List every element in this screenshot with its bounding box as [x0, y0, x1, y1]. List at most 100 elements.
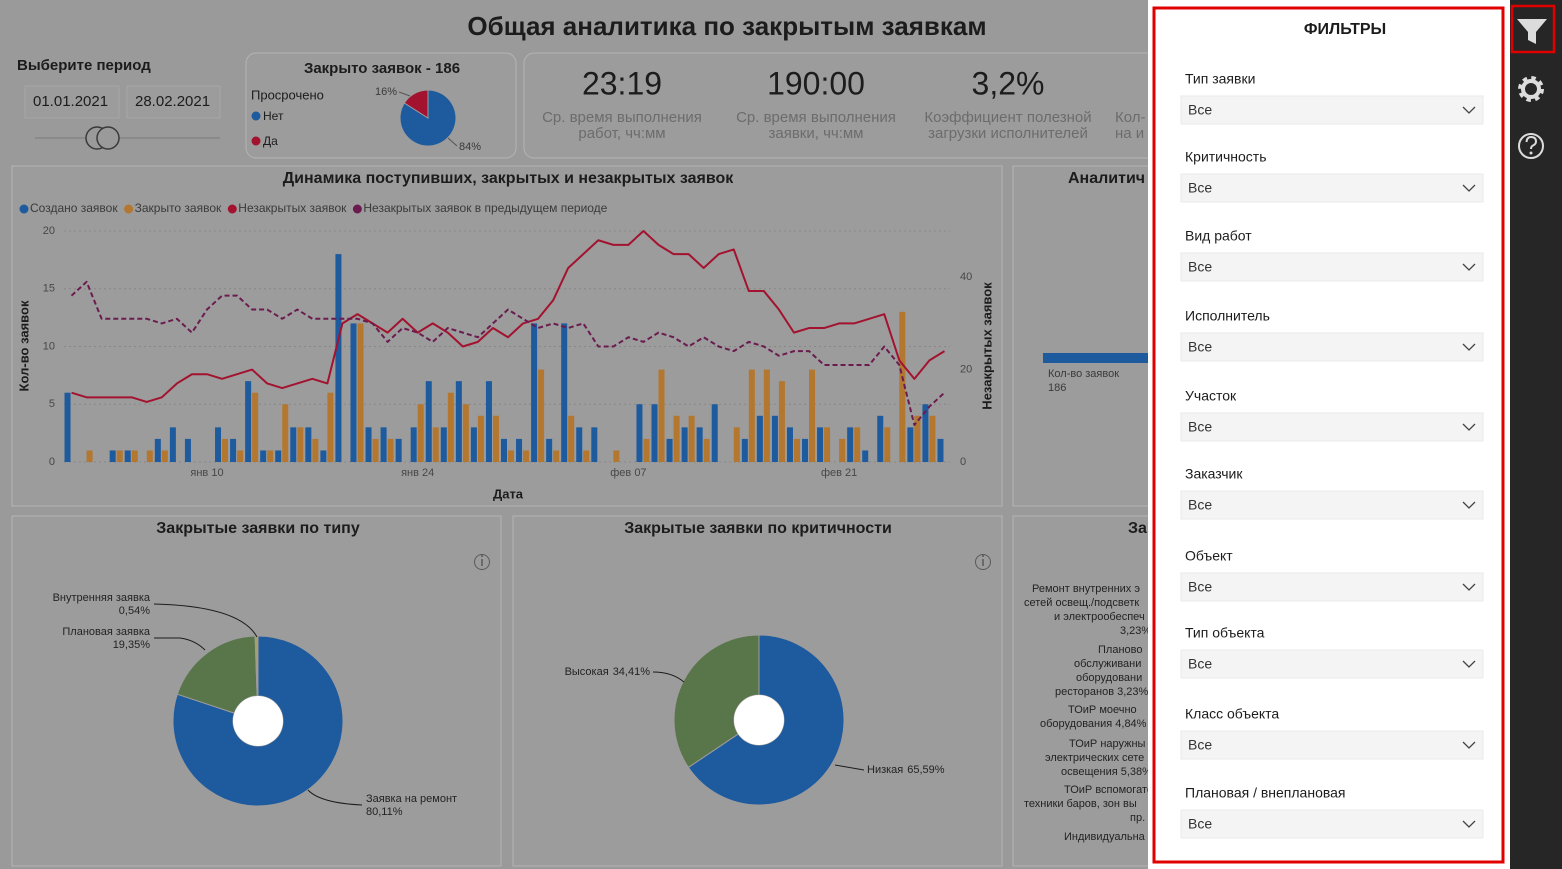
filter-dropdown[interactable] — [1180, 332, 1484, 362]
filter-dropdown[interactable] — [1180, 649, 1484, 679]
data-label: 19,35% — [113, 639, 151, 651]
bar — [508, 450, 514, 462]
bar — [215, 427, 222, 462]
filter-dropdown[interactable] — [1180, 95, 1484, 125]
bar — [899, 311, 906, 462]
x-tick-label: фев 07 — [610, 467, 646, 479]
filter-value[interactable]: Все — [1188, 737, 1212, 753]
filter-button[interactable] — [1517, 19, 1547, 44]
settings-button[interactable] — [1518, 76, 1544, 102]
bar — [440, 427, 447, 462]
kpi-value: 3,2% — [972, 65, 1045, 101]
filter-value[interactable]: Все — [1188, 339, 1212, 355]
legend-swatch — [251, 111, 261, 121]
bar — [335, 254, 342, 462]
bar — [824, 427, 831, 462]
bar — [809, 369, 816, 462]
sidebar — [1510, 0, 1562, 869]
data-label-name: Внутренняя заявка — [53, 592, 151, 604]
filter-dropdown[interactable] — [1180, 730, 1484, 760]
kpi-caption: загрузки исполнителей — [928, 125, 1088, 142]
filter-dropdown[interactable] — [1180, 490, 1484, 520]
bar — [847, 427, 854, 462]
bar — [658, 369, 665, 462]
filter-value[interactable]: Все — [1188, 180, 1212, 196]
bar — [636, 404, 643, 462]
dropdown-chevron — [1462, 343, 1476, 351]
bar — [477, 415, 484, 462]
y2-tick-label: 20 — [960, 364, 972, 376]
kpi-caption: Кол- — [1115, 109, 1146, 126]
bar — [817, 427, 824, 462]
date-start-box[interactable] — [24, 85, 120, 119]
y2-tick-label: 40 — [960, 271, 972, 283]
filter-value[interactable]: Все — [1188, 102, 1212, 118]
bar — [523, 450, 530, 462]
dropdown-chevron — [1462, 263, 1476, 271]
category-label: 3,23% — [1120, 625, 1151, 637]
bar — [410, 427, 417, 462]
page-title: Общая аналитика по закрытым заявкам — [467, 11, 986, 41]
filter-dropdown[interactable] — [1180, 809, 1484, 839]
bar — [914, 415, 921, 462]
data-label: Высокая 34,41% — [565, 666, 651, 678]
data-label-name: Заявка на ремонт — [366, 793, 457, 805]
legend-swatch — [19, 204, 29, 214]
line-series — [71, 230, 945, 403]
bar — [688, 415, 695, 462]
dropdown-chevron — [1462, 583, 1476, 591]
bar — [455, 381, 462, 462]
date-end[interactable]: 28.02.2021 — [135, 93, 210, 110]
bar — [432, 427, 439, 462]
info-icon[interactable] — [474, 554, 490, 570]
bar — [696, 427, 703, 462]
bar — [320, 450, 327, 462]
bar — [275, 450, 282, 462]
kpi-caption: на и — [1115, 125, 1144, 142]
filter-dropdown[interactable] — [1180, 252, 1484, 282]
bar — [312, 438, 319, 462]
legend-swatch — [352, 204, 362, 214]
data-label-value: 65,59% — [907, 764, 945, 776]
filter-value[interactable]: Все — [1188, 816, 1212, 832]
filter-label: Вид работ — [1185, 228, 1252, 244]
data-label-value: 34,41% — [613, 666, 651, 678]
panel-title: За — [1128, 520, 1147, 537]
x-tick-label: янв 24 — [401, 467, 434, 479]
help-button[interactable] — [1518, 133, 1544, 159]
date-end-box[interactable] — [126, 85, 221, 119]
bar — [907, 427, 914, 462]
chart-title: Закрытые заявки по критичности — [624, 520, 892, 537]
legend-swatch — [251, 136, 261, 146]
bar — [703, 438, 710, 462]
filter-dropdown[interactable] — [1180, 572, 1484, 602]
date-start[interactable]: 01.01.2021 — [33, 93, 108, 110]
legend-swatch — [124, 204, 134, 214]
category-label: Ремонт внутренних э — [1032, 583, 1140, 595]
filter-label: Тип заявки — [1185, 71, 1255, 87]
bar — [854, 427, 861, 462]
filter-value[interactable]: Все — [1188, 579, 1212, 595]
bar — [666, 438, 673, 462]
bar — [877, 415, 884, 462]
bar — [1043, 353, 1155, 363]
slider-handle[interactable] — [96, 126, 120, 150]
filter-dropdown[interactable] — [1180, 173, 1484, 203]
bar — [124, 450, 131, 462]
leader-line — [834, 764, 865, 771]
filter-value[interactable]: Все — [1188, 497, 1212, 513]
data-label-name: Плановая заявка — [62, 626, 151, 638]
info-icon[interactable] — [975, 554, 991, 570]
bar — [884, 427, 891, 462]
legend-label: Незакрытых заявок — [238, 201, 347, 215]
category-label: ТОиР вспомогате — [1064, 784, 1153, 796]
filter-label: Тип объекта — [1185, 625, 1265, 641]
bar — [161, 450, 168, 462]
kpi-caption: Коэффициент полезной — [924, 109, 1091, 126]
filter-value[interactable]: Все — [1188, 419, 1212, 435]
analytics-panel — [1012, 165, 1174, 507]
filter-dropdown[interactable] — [1180, 412, 1484, 442]
filter-value[interactable]: Все — [1188, 656, 1212, 672]
filter-value[interactable]: Все — [1188, 259, 1212, 275]
